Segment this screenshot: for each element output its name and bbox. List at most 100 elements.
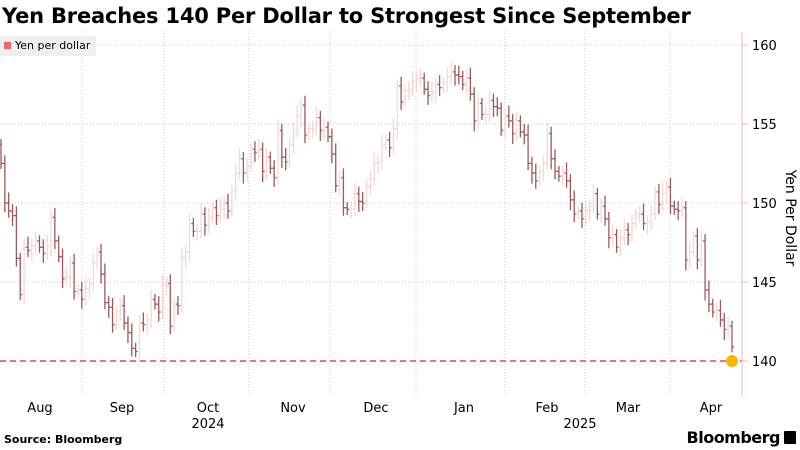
x-year-label: 2024 <box>191 417 224 432</box>
ohlc-bar <box>487 89 492 122</box>
ohlc-bar <box>518 115 523 138</box>
ohlc-bar <box>664 180 669 205</box>
ohlc-bar <box>533 163 538 189</box>
ohlc-bar <box>168 274 173 335</box>
ohlc-bar <box>356 186 361 213</box>
bloomberg-logo: Bloomberg <box>687 428 796 447</box>
ohlc-bar <box>156 296 161 322</box>
ohlc-bar <box>160 274 165 319</box>
ohlc-bar <box>60 248 65 289</box>
ohlc-bar <box>391 118 396 155</box>
ohlc-bar <box>2 155 7 213</box>
ohlc-bar <box>433 77 438 103</box>
ohlc-bar <box>164 276 169 296</box>
ohlc-bar <box>337 170 342 197</box>
ohlc-bar <box>414 71 419 92</box>
ohlc-bar <box>268 151 273 174</box>
ohlc-bar <box>429 81 434 103</box>
ohlc-bar <box>68 256 73 288</box>
latest-value-marker <box>726 355 738 367</box>
x-month-label: Feb <box>535 401 558 416</box>
ohlc-bar <box>472 87 477 132</box>
ohlc-bar <box>476 94 481 129</box>
ohlc-bar <box>687 242 692 268</box>
ohlc-bar <box>172 298 177 332</box>
ohlc-bar <box>387 131 392 158</box>
x-month-label: Aug <box>27 401 52 416</box>
legend-label: Yen per dollar <box>15 39 91 52</box>
ohlc-bar <box>6 192 11 218</box>
ohlc-bar <box>110 297 115 333</box>
ohlc-bar <box>225 193 230 219</box>
ohlc-bar <box>599 198 604 224</box>
ohlc-bar <box>491 93 496 118</box>
ohlc-bar <box>191 218 196 237</box>
ohlc-bar <box>672 200 677 215</box>
ohlc-bar <box>210 202 215 223</box>
ohlc-bar <box>52 207 57 249</box>
ohlc-bar <box>141 312 146 332</box>
ohlc-bar <box>241 151 246 184</box>
ohlc-bar <box>503 108 508 140</box>
x-month-label: Oct <box>197 401 219 416</box>
ohlc-bar <box>122 295 127 330</box>
y-tick-label: 160 <box>752 39 777 54</box>
ohlc-bar <box>341 168 346 216</box>
ohlc-bar <box>560 164 565 186</box>
ohlc-bar <box>256 138 261 160</box>
ohlc-bar <box>79 281 84 309</box>
ohlc-bar <box>95 246 100 269</box>
ohlc-bar <box>406 81 411 101</box>
gridlines <box>0 30 742 395</box>
ohlc-bar <box>329 128 334 164</box>
ohlc-bar <box>137 315 142 361</box>
ohlc-bar <box>410 70 415 97</box>
price-bars <box>0 61 742 367</box>
ohlc-bar <box>187 214 192 261</box>
ohlc-bar <box>349 201 354 219</box>
ohlc-bar <box>629 214 634 243</box>
ohlc-bar <box>383 134 388 151</box>
ohlc-bar <box>399 76 404 110</box>
ohlc-bar <box>145 313 150 336</box>
source-note: Source: Bloomberg <box>4 433 123 446</box>
ohlc-bar <box>272 160 277 188</box>
ohlc-bar <box>252 141 257 162</box>
ohlc-bar <box>276 119 281 185</box>
ohlc-bar <box>152 293 157 310</box>
ohlc-bar <box>695 228 700 270</box>
ohlc-bar <box>379 135 384 170</box>
x-month-label: Sep <box>110 401 135 416</box>
ohlc-bar <box>730 320 734 353</box>
ohlc-bar <box>56 235 61 263</box>
ohlc-bar <box>318 110 323 141</box>
ohlc-bar <box>72 253 77 300</box>
ohlc-bar <box>264 147 269 180</box>
ohlc-bar <box>591 184 596 215</box>
ohlc-bar <box>483 106 488 124</box>
ohlc-bar <box>699 230 704 267</box>
ohlc-bar <box>522 123 527 145</box>
ohlc-bar <box>460 71 465 91</box>
ohlc-bar <box>87 276 92 299</box>
ohlc-bar <box>326 121 331 143</box>
ohlc-bar <box>291 122 296 154</box>
ohlc-bar <box>622 219 627 245</box>
ohlc-bar <box>199 203 204 239</box>
ohlc-bar <box>99 243 104 284</box>
y-tick-label: 140 <box>752 355 777 370</box>
ohlc-bar <box>645 215 650 235</box>
x-year-label: 2025 <box>563 417 596 432</box>
x-month-label: Jan <box>453 401 474 416</box>
ohlc-bar <box>114 306 119 331</box>
ohlc-bar <box>83 277 88 307</box>
ohlc-bar <box>314 107 319 136</box>
ohlc-bar <box>418 68 423 87</box>
y-tick-label: 155 <box>752 118 777 133</box>
x-axis: Aug Sep Oct Nov Dec Jan Feb Mar Apr 2024 2025 <box>27 401 723 432</box>
x-month-label: Mar <box>616 401 641 416</box>
y-axis-label: Yen Per Dollar <box>782 169 798 267</box>
ohlc-bar <box>91 253 96 292</box>
ohlc-bar <box>64 266 69 286</box>
chart-title: Yen Breaches 140 Per Dollar to Strongest… <box>2 4 691 28</box>
